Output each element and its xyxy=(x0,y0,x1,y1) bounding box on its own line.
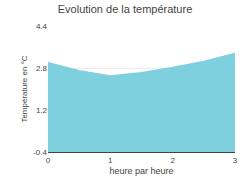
svg-text:Température en °C: Température en °C xyxy=(20,55,29,122)
svg-text:2: 2 xyxy=(170,156,175,165)
svg-text:1.2: 1.2 xyxy=(36,106,48,115)
svg-text:-0.4: -0.4 xyxy=(33,148,47,157)
svg-text:2.8: 2.8 xyxy=(36,64,48,73)
svg-text:1: 1 xyxy=(108,156,113,165)
svg-text:Evolution de la température: Evolution de la température xyxy=(58,3,193,15)
svg-text:heure par heure: heure par heure xyxy=(109,166,173,176)
svg-text:4.4: 4.4 xyxy=(36,22,48,31)
svg-text:3: 3 xyxy=(233,156,238,165)
svg-text:0: 0 xyxy=(46,156,51,165)
